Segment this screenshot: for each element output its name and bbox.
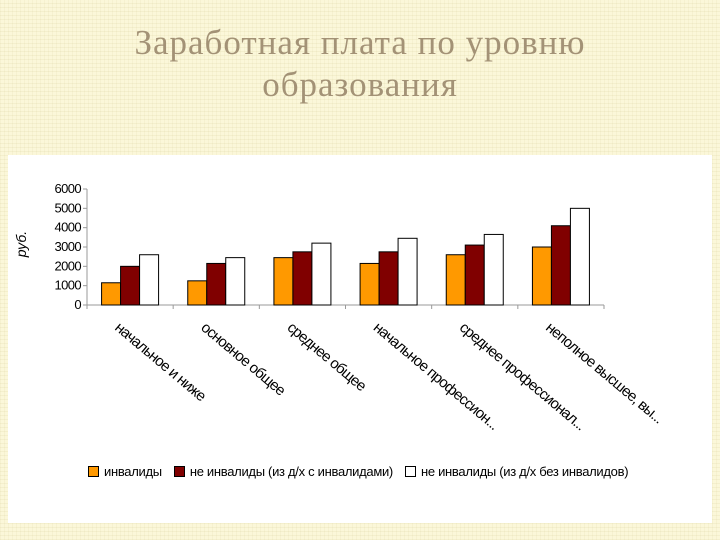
legend-item-3: не инвалиды (из д/х без инвалидов)	[404, 463, 629, 479]
bar-1-1	[101, 282, 122, 306]
legend-label: инвалиды	[104, 463, 162, 479]
chart-panel: 0 1000 2000 3000 4000 5000 6000 руб. начальное и…	[8, 155, 712, 523]
bar-chart: 0 1000 2000 3000 4000 5000 6000 руб. начальное и…	[13, 181, 666, 434]
legend-label: не инвалиды (из д/х с инвалидами)	[189, 463, 393, 479]
bar-1-6	[531, 246, 552, 306]
bar-2-2	[206, 262, 227, 306]
x-category-label: основное общее	[198, 319, 289, 399]
bar-1-3	[273, 257, 294, 306]
x-category-label: среднее общее	[284, 319, 370, 395]
legend-swatch	[404, 465, 416, 477]
bar-2-1	[120, 265, 141, 306]
bar-1-2	[187, 280, 208, 306]
bar-3-4	[397, 237, 418, 306]
bar-2-4	[378, 251, 399, 306]
x-category-label: начальное и ниже	[111, 319, 209, 405]
slide-title-line-2: образования	[262, 65, 458, 104]
legend-item-2: не инвалиды (из д/х с инвалидами)	[173, 463, 393, 479]
bar-3-1	[139, 254, 160, 306]
bar-1-4	[359, 262, 380, 306]
bar-3-2	[225, 257, 246, 306]
bar-2-6	[550, 225, 571, 306]
y-tick-label: 1000	[54, 278, 81, 293]
bar-2-3	[292, 251, 313, 306]
legend-item-1: инвалиды	[88, 464, 162, 479]
slide-title: Заработная плата по уровню образования	[0, 22, 720, 106]
y-tick-label: 4000	[54, 220, 81, 235]
bar-3-6	[569, 207, 590, 306]
slide-title-line-1: Заработная плата по уровню	[134, 23, 586, 62]
y-axis-title: руб.	[13, 231, 29, 258]
y-tick-label: 2000	[54, 258, 81, 273]
bar-3-5	[483, 233, 504, 306]
legend-label: не инвалиды (из д/х без инвалидов)	[420, 463, 629, 479]
bar-3-3	[311, 242, 332, 306]
y-tick-label: 6000	[54, 181, 81, 196]
bar-1-5	[445, 254, 466, 306]
legend-swatch	[173, 465, 185, 477]
legend-swatch	[88, 465, 99, 477]
y-tick-label: 3000	[54, 239, 81, 254]
chart-legend: инвалиды не инвалиды (из д/х с инвалидами…	[88, 462, 640, 480]
y-tick-label: 0	[74, 297, 81, 312]
bar-2-5	[464, 244, 485, 306]
y-tick-label: 5000	[54, 200, 81, 215]
